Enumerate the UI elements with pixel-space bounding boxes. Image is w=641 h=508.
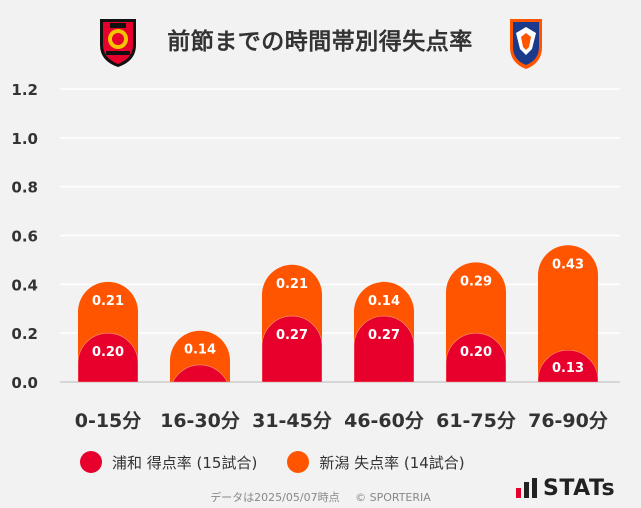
bar-urawa [170,364,230,382]
data-label-niigata: 0.29 [460,274,492,289]
x-tick-label: 0-15分 [75,410,142,432]
albirex-niigata-emblem-icon [510,19,542,69]
legend: 浦和 得点率 (15試合) 新潟 失点率 (14試合) [80,448,495,476]
chart-title: 前節までの時間帯別得失点率 [167,29,473,55]
data-label-niigata: 0.21 [276,277,308,292]
bar-urawa [446,332,506,382]
stats-bars-icon [516,478,537,498]
data-label-niigata: 0.21 [92,294,124,309]
data-label-urawa: 0.27 [276,328,308,343]
x-tick-label: 16-30分 [160,410,240,432]
bar-urawa [78,332,138,382]
bar-niigata [538,245,598,382]
urawa-reds-emblem-icon [100,19,136,67]
data-label-urawa: 0.20 [460,345,492,360]
y-tick-label: 0.4 [11,276,38,294]
y-tick-label: 0.0 [11,374,38,392]
x-tick-label: 46-60分 [344,410,424,432]
stats-logo: STATs [516,475,616,501]
x-tick-label: 31-45分 [252,410,332,432]
footer: データは2025/05/07時点 © SPORTERIA [0,489,641,505]
bar-chart: 0.0 0.2 0.4 0.6 0.8 1.0 1.2 0.21 0.20 0-15分 0.14 16… [11,81,620,432]
y-tick-label: 0.2 [11,325,38,343]
x-tick-label: 61-75分 [436,410,516,432]
x-tick-label: 76-90分 [528,410,608,432]
data-label-niigata: 0.14 [184,343,216,358]
bar-urawa [538,350,598,382]
legend-label-urawa: 浦和 得点率 (15試合) [112,453,258,472]
legend-item-urawa: 浦和 得点率 (15試合) [80,451,257,473]
legend-item-niigata: 新潟 失点率 (14試合) [287,451,465,473]
copyright: © SPORTERIA [355,491,431,504]
y-tick-label: 0.6 [11,228,38,246]
data-date: データは2025/05/07時点 [210,491,340,504]
y-tick-label: 1.0 [11,130,38,148]
legend-dot-urawa [80,451,102,473]
data-label-urawa: 0.13 [552,361,584,376]
data-label-niigata: 0.43 [552,257,584,272]
y-tick-label: 0.8 [11,179,38,197]
bar-urawa [262,315,322,382]
data-label-niigata: 0.14 [368,294,400,309]
stats-brand-text: STATs [543,475,616,501]
bar-urawa [354,315,414,382]
legend-label-niigata: 新潟 失点率 (14試合) [319,453,465,472]
legend-dot-niigata [287,451,310,473]
data-label-urawa: 0.27 [368,328,400,343]
y-tick-label: 1.2 [11,81,38,99]
data-label-urawa: 0.20 [92,345,124,360]
